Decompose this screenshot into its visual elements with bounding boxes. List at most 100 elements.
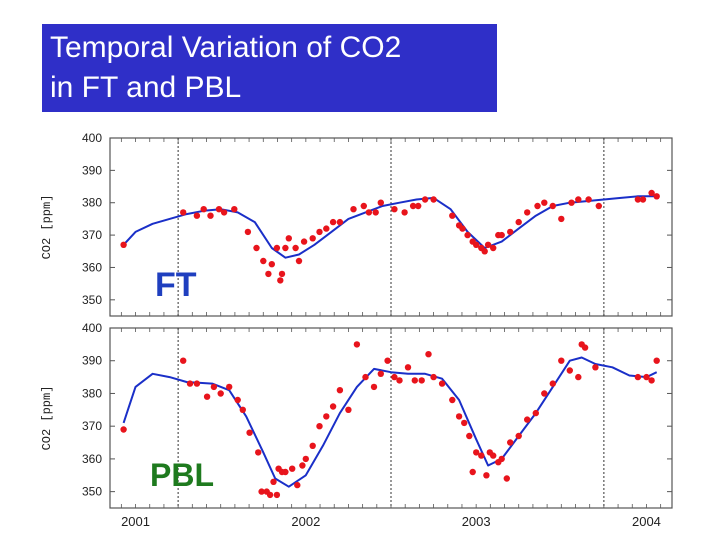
ft-trend-curve (122, 195, 657, 259)
ft-data-point (309, 235, 316, 242)
ft-data-point (260, 257, 267, 265)
pbl-ytick-label: 360 (82, 452, 102, 466)
ft-data-point (278, 270, 286, 278)
pbl-data-point (391, 373, 398, 381)
pbl-data-point (353, 341, 361, 348)
pbl-data-point (345, 406, 352, 413)
ft-data-point (207, 212, 214, 219)
ft-data-point (295, 257, 303, 265)
ft-data-point (484, 241, 492, 248)
ft-data-point (391, 206, 398, 213)
ft-data-point (490, 244, 497, 252)
pbl-data-point (294, 481, 301, 489)
ft-data-point (120, 241, 127, 248)
pbl-ylabel: CO2 [ppm] (40, 386, 54, 451)
pbl-data-point (186, 380, 194, 387)
pbl-data-point (449, 396, 456, 404)
ft-data-point (648, 189, 655, 197)
year-label: 2001 (121, 514, 150, 529)
ft-data-point (200, 206, 207, 213)
pbl-data-point (455, 413, 463, 420)
ft-data-point (634, 196, 642, 203)
ft-data-point (541, 199, 548, 206)
ft-data-point (244, 228, 252, 236)
ft-data-point (524, 209, 531, 216)
pbl-ytick-label: 390 (82, 354, 102, 368)
pbl-data-point (270, 478, 277, 485)
pbl-data-point (384, 357, 391, 364)
pbl-data-point (273, 491, 281, 499)
pbl-data-point (258, 488, 265, 495)
title-line-2: in FT and PBL (50, 71, 242, 104)
pbl-data-point (653, 357, 660, 364)
pbl-data-point (558, 357, 565, 364)
pbl-data-point (323, 413, 330, 420)
ft-data-point (421, 196, 429, 203)
pbl-data-point (466, 432, 473, 440)
ft-data-point (558, 215, 565, 223)
ft-data-point (268, 261, 275, 268)
pbl-data-point (566, 367, 573, 374)
ft-data-point (459, 225, 466, 232)
ft-ytick-label: 350 (82, 293, 102, 307)
ft-data-point (273, 244, 281, 252)
pbl-data-point (648, 377, 655, 384)
ft-data-point (265, 270, 272, 278)
pbl-data-point (362, 373, 369, 381)
ft-data-point (372, 209, 379, 216)
pbl-data-point (370, 383, 378, 391)
ft-data-point (639, 196, 647, 203)
ft-data-point (575, 196, 582, 203)
ft-data-point (285, 235, 292, 242)
pbl-data-point (120, 426, 127, 433)
pbl-data-point (418, 377, 425, 384)
ft-data-point (329, 218, 337, 226)
pbl-data-point (180, 357, 187, 364)
ft-data-point (231, 206, 238, 213)
pbl-data-point (524, 416, 531, 423)
ft-data-point (415, 202, 422, 210)
pbl-data-point (473, 449, 480, 456)
pbl-ytick-label: 380 (82, 386, 102, 400)
ft-data-point (507, 228, 514, 236)
pbl-data-point (425, 351, 432, 358)
year-label: 2002 (291, 514, 320, 529)
ft-data-point (292, 244, 299, 252)
pbl-data-point (411, 377, 418, 384)
pbl-data-point (592, 364, 599, 371)
pbl-data-point (217, 390, 224, 397)
pbl-data-point (203, 393, 211, 400)
ft-data-point (215, 206, 223, 213)
ft-data-point (365, 209, 373, 216)
pbl-data-point (478, 452, 485, 459)
ft-data-point (277, 277, 284, 284)
pbl-data-point (541, 390, 548, 397)
ft-data-point (585, 196, 592, 203)
ft-data-point (220, 209, 228, 216)
pbl-data-point (316, 423, 323, 430)
ft-data-point (481, 248, 488, 255)
ft-data-point (180, 209, 187, 216)
ft-ytick-label: 400 (82, 131, 102, 145)
pbl-data-point (438, 380, 446, 387)
ft-data-point (430, 196, 437, 203)
pbl-data-point (329, 403, 337, 410)
pbl-data-point (461, 419, 468, 427)
pbl-panel-label: PBL (150, 457, 214, 493)
pbl-data-point (643, 373, 650, 381)
pbl-ytick-label: 370 (82, 419, 102, 433)
ft-ytick-label: 380 (82, 196, 102, 210)
pbl-data-point (634, 373, 642, 381)
ft-data-point (473, 241, 480, 248)
year-label: 2003 (462, 514, 491, 529)
pbl-data-point (498, 455, 505, 463)
ft-ylabel: CO2 [ppm] (40, 195, 54, 260)
pbl-data-point (266, 491, 274, 499)
pbl-data-point (469, 468, 476, 476)
ft-data-point (401, 209, 408, 216)
ft-data-point (316, 228, 323, 236)
pbl-data-point (289, 465, 296, 472)
pbl-data-point (309, 442, 316, 449)
ft-data-point (253, 244, 260, 252)
